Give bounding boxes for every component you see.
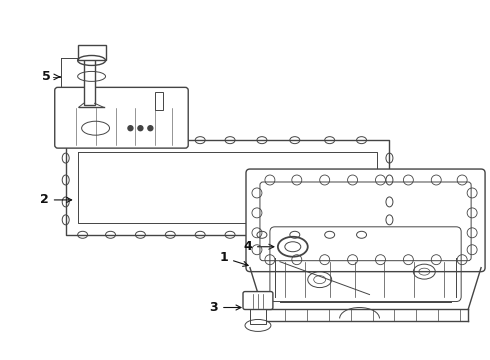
- FancyBboxPatch shape: [55, 87, 188, 148]
- Circle shape: [138, 126, 143, 131]
- Text: 4: 4: [243, 240, 274, 253]
- Bar: [84, 55, 95, 105]
- Bar: [250, 306, 266, 324]
- Bar: [155, 92, 163, 110]
- FancyBboxPatch shape: [243, 292, 273, 310]
- Text: 1: 1: [220, 251, 248, 266]
- Circle shape: [128, 126, 133, 131]
- Text: 5: 5: [42, 71, 51, 84]
- Text: 2: 2: [40, 193, 72, 206]
- Circle shape: [148, 126, 153, 131]
- FancyBboxPatch shape: [246, 169, 485, 272]
- Bar: [77, 45, 105, 60]
- Text: 3: 3: [210, 301, 241, 314]
